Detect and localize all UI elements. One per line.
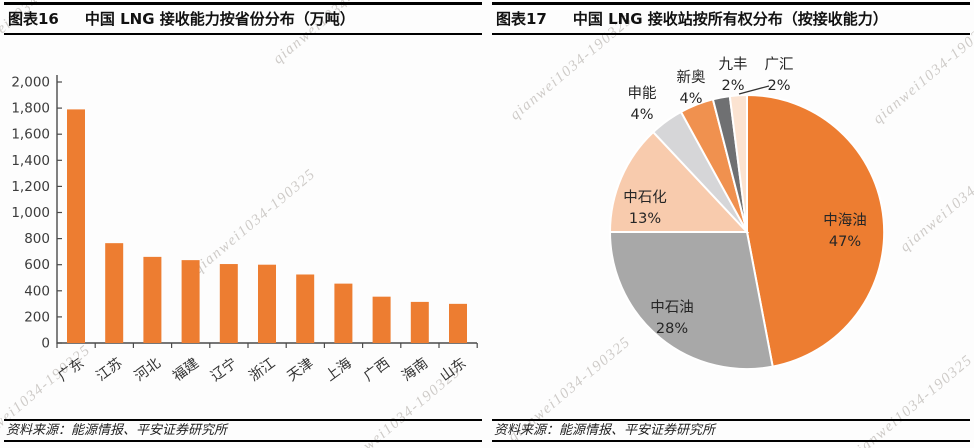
figure16-label: 图表16	[8, 10, 59, 28]
x-category-label: 广东	[55, 355, 87, 384]
bar-上海	[334, 283, 353, 343]
y-axis-label: 0	[41, 336, 50, 352]
pie-label-value: 4%	[679, 91, 702, 107]
x-category-label: 海南	[399, 355, 431, 384]
bar-江苏	[105, 243, 124, 343]
figure17-panel: 图表17 中国 LNG 接收站按所有权分布（按接收能力） 中海油 47% 中石油 28…	[492, 2, 970, 448]
pie-label-name: 中海油	[823, 212, 867, 229]
figure16-source: 资料来源：能源情报、平安证券研究所	[4, 419, 482, 442]
bar-河北	[143, 256, 162, 343]
pie-chart-area: 中海油 47% 中石油 28% 中石化 13% 申能 4% 新奥 4% 九丰 2% 广汇 2%	[492, 35, 970, 419]
x-category-label: 江苏	[93, 355, 125, 384]
x-category-label: 广西	[361, 355, 393, 384]
figure17-title: 中国 LNG 接收站按所有权分布（按接收能力）	[572, 10, 888, 28]
bar-天津	[296, 274, 315, 343]
bar-广西	[372, 296, 391, 343]
y-axis-label: 1,000	[11, 205, 50, 221]
x-category-label: 辽宁	[208, 354, 241, 384]
x-category-label: 上海	[323, 355, 355, 384]
pie-label-value: 2%	[767, 78, 790, 94]
pie-slice-广汇	[728, 93, 748, 233]
bar-海南	[410, 301, 429, 343]
figure16-panel: 图表16 中国 LNG 接收能力按省份分布（万吨） 0 200 400 600 800 1…	[4, 2, 482, 448]
bar-浙江	[258, 264, 276, 343]
y-axis-label: 1,800	[11, 101, 50, 117]
x-category-label: 福建	[170, 355, 202, 384]
pie-label-name: 新奥	[677, 69, 706, 86]
pie-slice-中石油	[608, 231, 774, 370]
pie-label-name: 九丰	[719, 56, 748, 73]
bar-福建	[181, 260, 200, 343]
pie-label-name: 广汇	[765, 56, 794, 73]
y-axis-label: 1,200	[11, 179, 50, 195]
pie-slice-中海油	[746, 93, 886, 368]
y-axis-label: 2,000	[11, 75, 50, 91]
x-category-label: 浙江	[246, 355, 278, 384]
figure17-header: 图表17 中国 LNG 接收站按所有权分布（按接收能力）	[492, 2, 970, 35]
figure17-source-text: 资料来源：能源情报、平安证券研究所	[494, 423, 716, 438]
y-axis-label: 600	[24, 257, 50, 273]
pie-label-value: 28%	[656, 321, 688, 337]
bar-chart-svg: 0 200 400 600 800 1,000 1,200 1,400 1,600 1,800 2,…	[11, 75, 478, 385]
figure16-title: 中国 LNG 接收能力按省份分布（万吨）	[84, 10, 355, 28]
pie-label-value: 4%	[630, 107, 653, 123]
figure16-header: 图表16 中国 LNG 接收能力按省份分布（万吨）	[4, 2, 482, 35]
bar-辽宁	[219, 264, 238, 343]
pie-label-name: 申能	[628, 85, 657, 102]
leader-line	[738, 85, 770, 95]
bar-chart-area: 0 200 400 600 800 1,000 1,200 1,400 1,600 1,800 2,…	[4, 35, 482, 419]
pie-label-value: 2%	[721, 78, 744, 94]
y-axis-label: 1,400	[11, 153, 50, 169]
x-category-label: 河北	[132, 355, 164, 384]
x-category-label: 山东	[437, 355, 469, 384]
y-axis-label: 1,600	[11, 127, 50, 143]
figure17-label: 图表17	[496, 10, 547, 28]
y-axis-label: 800	[24, 231, 50, 247]
pie-label-value: 47%	[829, 234, 861, 250]
pie-label-name: 中石化	[623, 189, 667, 206]
pie-chart-svg: 中海油 47% 中石油 28% 中石化 13% 申能 4% 新奥 4% 九丰 2% 广汇 2%	[608, 56, 886, 370]
y-axis-label: 200	[24, 309, 50, 325]
y-axis-label: 400	[24, 283, 50, 299]
bar-山东	[449, 303, 467, 343]
pie-label-name: 中石油	[650, 299, 694, 316]
x-category-label: 天津	[284, 355, 316, 384]
figure17-source: 资料来源：能源情报、平安证券研究所	[492, 419, 970, 442]
pie-label-value: 13%	[629, 211, 661, 227]
figure16-source-text: 资料来源：能源情报、平安证券研究所	[6, 423, 228, 438]
pie-slice-中石化	[608, 130, 750, 233]
bar-广东	[67, 109, 85, 343]
